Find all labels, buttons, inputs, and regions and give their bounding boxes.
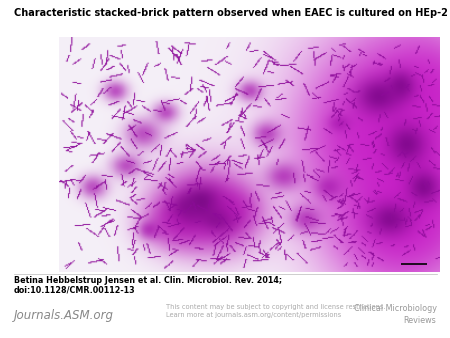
Text: doi:10.1128/CMR.00112-13: doi:10.1128/CMR.00112-13 bbox=[14, 286, 135, 295]
Text: Journals.ASM.org: Journals.ASM.org bbox=[14, 309, 113, 322]
Text: Clinical Microbiology
Reviews: Clinical Microbiology Reviews bbox=[354, 304, 436, 325]
Text: This content may be subject to copyright and license restrictions.
Learn more at: This content may be subject to copyright… bbox=[166, 304, 386, 318]
Text: Betina Hebbelstrup Jensen et al. Clin. Microbiol. Rev. 2014;: Betina Hebbelstrup Jensen et al. Clin. M… bbox=[14, 276, 282, 285]
Text: Characteristic stacked-brick pattern observed when EAEC is cultured on HEp-2 cel: Characteristic stacked-brick pattern obs… bbox=[14, 8, 450, 19]
